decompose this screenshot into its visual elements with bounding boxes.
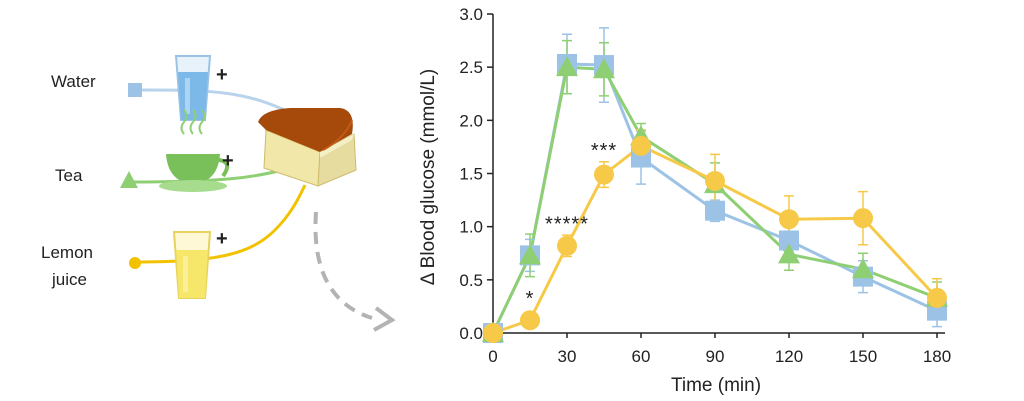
x-tick-label: 120: [775, 347, 803, 366]
lemon-data-point: [853, 208, 873, 229]
dashed-arrow: [313, 211, 373, 320]
glass-of-lemon-juice-icon: [172, 231, 212, 299]
x-tick-label: 90: [706, 347, 725, 366]
significance-marker: ***: [591, 140, 617, 162]
x-axis-label: Time (min): [671, 375, 761, 396]
teacup-icon: [159, 109, 230, 192]
bread-loaf-icon: [258, 108, 357, 187]
lemon-marker: [129, 257, 141, 269]
lemon-data-point: [927, 287, 947, 308]
lemon-data-point: [594, 164, 614, 185]
tea-data-point: [852, 258, 874, 279]
x-tick-label: 30: [558, 347, 577, 366]
error-bars: [525, 27, 942, 328]
tea-data-point: [778, 243, 800, 264]
x-tick-label: 60: [632, 347, 651, 366]
x-tick-label: 0: [488, 347, 497, 366]
y-tick-label: 2.5: [459, 58, 483, 77]
lemon-data-point: [705, 170, 725, 191]
illustration: [120, 55, 396, 332]
lemon-plus-sign: +: [216, 228, 228, 250]
lemon-juice-label-line-1: Lemon: [41, 243, 93, 262]
blood-glucose-chart: 0.00.51.01.52.02.53.00 30 60 90 120 150 180 **…: [418, 5, 951, 396]
data-markers: [482, 53, 948, 343]
x-tick-label: 150: [849, 347, 877, 366]
y-tick-label: 1.5: [459, 165, 483, 184]
y-tick-label: 1.0: [459, 218, 483, 237]
tea-label: Tea: [55, 166, 83, 185]
y-axis-label: Δ Blood glucose (mmol/L): [418, 69, 439, 286]
arrow-head: [373, 306, 396, 332]
water-data-point: [779, 230, 799, 251]
significance-marker: *****: [545, 214, 589, 236]
water-marker: [128, 83, 142, 97]
lemon-data-point: [631, 135, 651, 156]
tea-plus-sign: +: [222, 150, 234, 172]
lemon-data-point: [557, 235, 577, 256]
lemon-data-point: [483, 323, 503, 343]
significance-marker: *: [526, 288, 535, 310]
glass-of-water-icon: [174, 55, 212, 121]
tea-data-point: [593, 58, 615, 79]
y-tick-label: 0.5: [459, 271, 483, 290]
water-plus-sign: +: [216, 64, 228, 86]
significance-annotations: *********: [526, 140, 617, 310]
tea-data-point: [556, 56, 578, 77]
y-tick-label: 2.0: [459, 111, 483, 130]
tea-data-point: [519, 244, 541, 265]
lemon-juice-label-line-2: juice: [52, 270, 87, 289]
water-data-point: [705, 200, 725, 221]
x-tick-label: 180: [923, 347, 951, 366]
chart-ticks: 0.0 0.5 1.0 1.5 2.0 2.5 3.0 0 30 60 90 120 150 180: [459, 5, 951, 366]
water-label: Water: [51, 72, 96, 91]
lemon-data-point: [779, 209, 799, 230]
y-tick-label: 3.0: [459, 5, 483, 24]
tea-marker: [120, 171, 138, 188]
lemon-data-point: [520, 310, 540, 331]
y-tick-label: 0.0: [459, 324, 483, 343]
